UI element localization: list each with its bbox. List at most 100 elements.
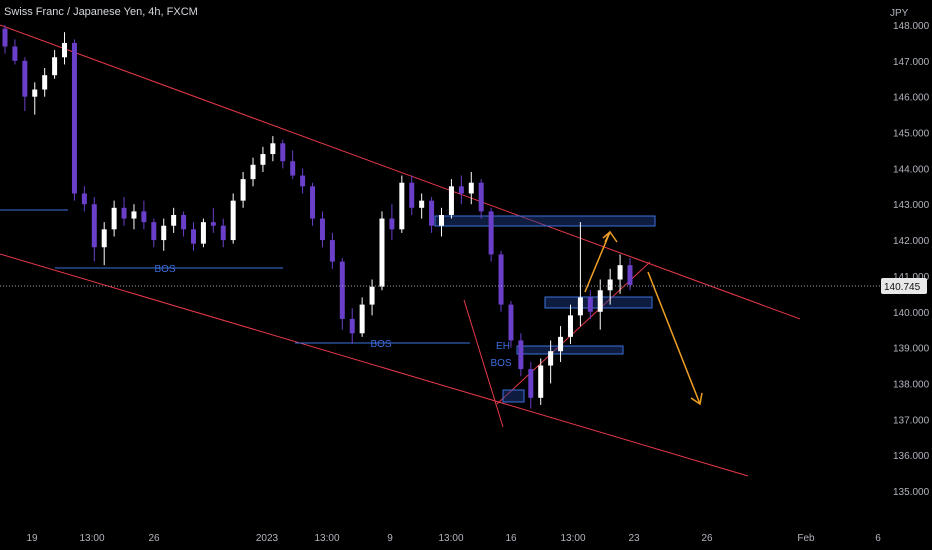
price-tick-label: 148.000: [893, 21, 930, 32]
candle-body: [220, 225, 226, 241]
candlestick-series: [2, 25, 633, 409]
candle-body: [389, 218, 395, 230]
candle-body: [359, 304, 365, 334]
candle-body: [290, 161, 296, 176]
candle-body: [91, 204, 97, 248]
candle-body: [597, 290, 603, 312]
candle-body: [270, 143, 276, 155]
currency-label: JPY: [890, 8, 909, 19]
candle-body: [319, 218, 325, 241]
candle-body: [210, 222, 216, 226]
candle-body: [468, 182, 474, 194]
candle-body: [300, 175, 306, 187]
time-tick-label: 23: [628, 533, 640, 544]
candle-body: [538, 365, 544, 398]
price-tick-label: 145.000: [893, 129, 930, 140]
supply-demand-zone: [516, 345, 624, 355]
candle-body: [2, 28, 8, 47]
candle-body: [12, 46, 18, 61]
structure-annotation-label: BOS: [490, 358, 511, 369]
candle-body: [567, 315, 573, 337]
candle-body: [349, 318, 355, 334]
projection-down-arrow: [647, 271, 701, 405]
candle-body: [200, 222, 206, 244]
price-tick-label: 135.000: [893, 487, 930, 498]
candle-body: [419, 200, 425, 208]
candle-body: [161, 225, 167, 241]
candle-body: [71, 42, 77, 194]
candle-body: [439, 214, 445, 226]
candle-body: [587, 297, 593, 312]
time-tick-label: 16: [505, 533, 517, 544]
candle-body: [42, 75, 48, 90]
candle-body: [399, 182, 405, 230]
candle-body: [409, 182, 415, 208]
price-tick-label: 144.000: [893, 164, 930, 175]
projection-up-arrowhead: [602, 231, 611, 243]
time-tick-label: 13:00: [438, 533, 463, 544]
candle-body: [488, 211, 494, 255]
time-tick-label: 19: [26, 533, 38, 544]
candle-body: [528, 369, 534, 398]
candle-body: [518, 340, 524, 370]
candle-body: [111, 207, 117, 230]
last-price-label: 140.745: [881, 278, 927, 294]
time-tick-label: 13:00: [560, 533, 585, 544]
candle-body: [181, 214, 187, 230]
time-tick-label: 13:00: [314, 533, 339, 544]
chart-overlays: [0, 24, 801, 477]
candle-body: [230, 200, 236, 241]
candle-body: [448, 186, 454, 215]
candle-body: [339, 261, 345, 319]
price-tick-label: 136.000: [893, 451, 930, 462]
candle-body: [478, 182, 484, 212]
candle-body: [369, 286, 375, 305]
candle-body: [22, 60, 28, 97]
candle-body: [62, 42, 68, 58]
candle-body: [250, 164, 256, 180]
candle-body: [131, 211, 137, 219]
wedge-support-line: [496, 261, 651, 405]
last-price-value: 140.745: [884, 282, 921, 293]
candle-body: [151, 222, 157, 241]
candle-body: [458, 186, 464, 194]
candle-body: [429, 200, 435, 226]
supply-demand-zone: [502, 389, 525, 403]
candle-body: [329, 240, 335, 262]
impulse-line: [463, 299, 504, 428]
candle-body: [81, 193, 87, 205]
time-axis[interactable]: 19 13:00 26 2023 13:00 9 13:00 16 13:00 23 26 Feb 6: [26, 533, 881, 544]
candle-body: [617, 265, 623, 280]
structure-annotation-label: BOS: [154, 264, 175, 275]
candle-body: [240, 179, 246, 201]
candle-body: [101, 229, 107, 248]
candle-body: [627, 265, 633, 286]
candle-body: [548, 351, 554, 366]
candle-body: [171, 214, 177, 226]
time-tick-label: 13:00: [79, 533, 104, 544]
candle-body: [32, 89, 38, 97]
price-tick-label: 139.000: [893, 344, 930, 355]
supply-demand-zone: [434, 215, 656, 227]
channel-upper-line: [0, 24, 801, 320]
projection-down-arrowhead: [690, 392, 703, 406]
price-axis[interactable]: 148.000 147.000 146.000 145.000 144.000 143.0…: [893, 21, 930, 498]
time-tick-label: 26: [701, 533, 713, 544]
candle-body: [310, 186, 316, 219]
candle-body: [121, 207, 127, 219]
price-tick-label: 138.000: [893, 379, 930, 390]
chart-annotations: BOS BOS EH BOS: [154, 264, 511, 369]
structure-annotation-label: BOS: [370, 339, 391, 350]
time-tick-label: 26: [148, 533, 160, 544]
candle-body: [52, 57, 58, 76]
candle-body: [508, 304, 514, 341]
candle-body: [498, 254, 504, 305]
price-tick-label: 141.000: [893, 272, 930, 283]
channel-lower-line: [0, 253, 749, 477]
price-tick-label: 146.000: [893, 93, 930, 104]
price-tick-label: 142.000: [893, 236, 930, 247]
candle-body: [190, 229, 196, 244]
time-tick-label: 6: [875, 533, 881, 544]
candle-body: [607, 279, 613, 291]
